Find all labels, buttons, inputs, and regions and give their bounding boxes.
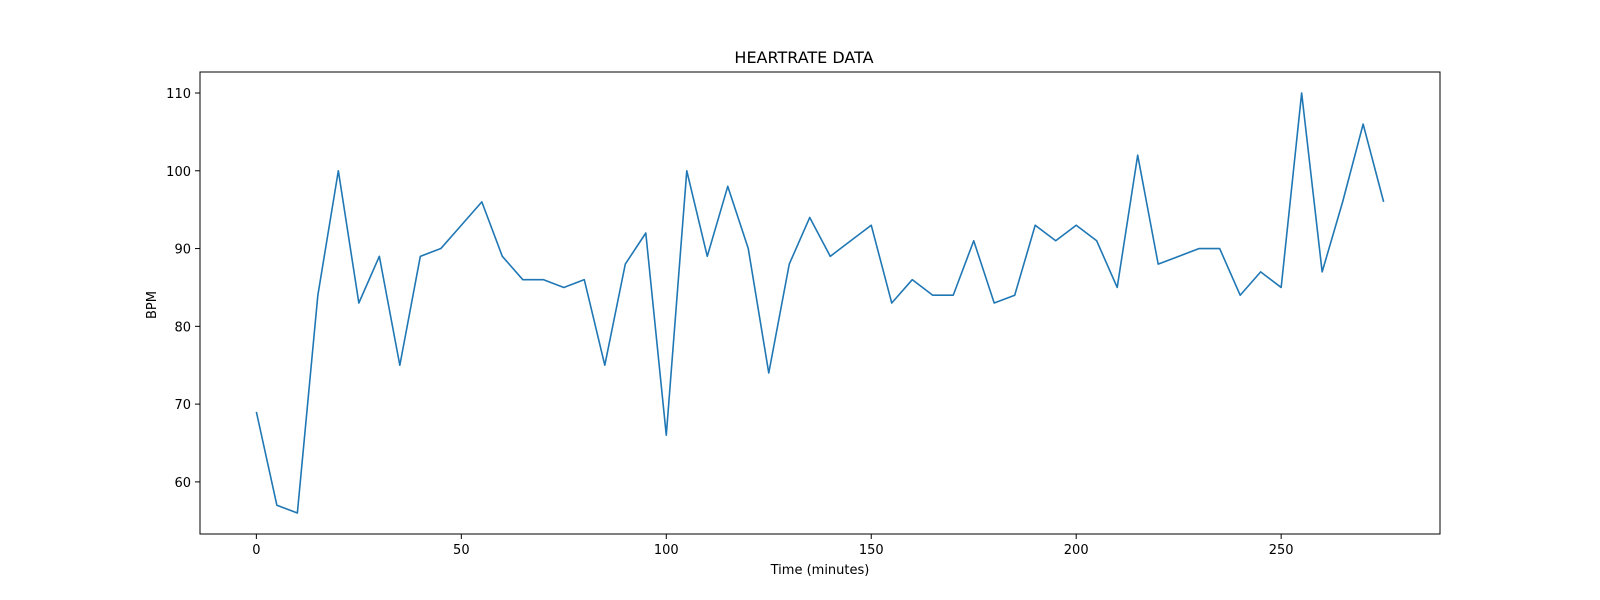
data-point xyxy=(1178,255,1180,257)
data-point xyxy=(891,302,893,304)
data-point xyxy=(1383,201,1385,203)
y-tick-label: 60 xyxy=(174,476,191,491)
y-axis: 60 70 80 90 100 110 xyxy=(166,87,200,491)
x-tick-label: 0 xyxy=(252,543,260,558)
data-point xyxy=(727,185,729,187)
data-point xyxy=(645,232,647,234)
data-point xyxy=(747,248,749,250)
data-point xyxy=(973,240,975,242)
data-point xyxy=(952,294,954,296)
data-point xyxy=(850,240,852,242)
data-point xyxy=(522,279,524,281)
y-tick-label: 100 xyxy=(166,165,191,180)
data-point xyxy=(1219,248,1221,250)
chart-title: HEARTRATE DATA xyxy=(734,48,873,67)
x-tick-label: 200 xyxy=(1064,543,1089,558)
y-axis-label: BPM xyxy=(145,291,160,319)
data-point xyxy=(768,372,770,374)
data-point xyxy=(399,364,401,366)
data-point xyxy=(665,434,667,436)
data-point xyxy=(1362,123,1364,125)
data-point xyxy=(378,255,380,257)
data-point xyxy=(932,294,934,296)
data-point xyxy=(624,263,626,265)
data-point xyxy=(1034,224,1036,226)
data-point xyxy=(317,294,319,296)
data-point xyxy=(829,255,831,257)
y-tick-label: 80 xyxy=(174,320,191,335)
data-point xyxy=(706,255,708,257)
data-point xyxy=(255,411,257,413)
x-axis: 0 50 100 150 200 250 xyxy=(252,534,1294,558)
data-point xyxy=(1096,240,1098,242)
data-point xyxy=(1137,154,1139,156)
data-point xyxy=(809,216,811,218)
data-point xyxy=(1260,271,1262,273)
data-point xyxy=(358,302,360,304)
data-point xyxy=(1239,294,1241,296)
data-point xyxy=(583,279,585,281)
data-point xyxy=(440,248,442,250)
x-tick-label: 50 xyxy=(453,543,470,558)
y-tick-label: 110 xyxy=(166,87,191,102)
data-point xyxy=(481,201,483,203)
x-tick-label: 150 xyxy=(859,543,884,558)
data-point xyxy=(1301,92,1303,94)
data-point xyxy=(911,279,913,281)
data-point xyxy=(542,279,544,281)
x-tick-label: 100 xyxy=(654,543,679,558)
data-point xyxy=(1157,263,1159,265)
data-point xyxy=(460,224,462,226)
data-point xyxy=(337,170,339,172)
x-axis-label: Time (minutes) xyxy=(770,563,870,578)
data-point xyxy=(870,224,872,226)
data-point xyxy=(296,512,298,514)
data-point xyxy=(1055,240,1057,242)
data-point xyxy=(276,504,278,506)
data-point xyxy=(1116,286,1118,288)
y-tick-label: 90 xyxy=(174,243,191,258)
data-point xyxy=(788,263,790,265)
series-line xyxy=(255,92,1385,514)
plot-area xyxy=(199,71,1441,535)
y-tick-label: 70 xyxy=(174,398,191,413)
data-point xyxy=(1280,286,1282,288)
data-point xyxy=(1075,224,1077,226)
data-point xyxy=(1014,294,1016,296)
data-point xyxy=(419,255,421,257)
data-point xyxy=(1321,271,1323,273)
data-point xyxy=(604,364,606,366)
data-point xyxy=(1198,248,1200,250)
data-point xyxy=(501,255,503,257)
x-tick-label: 250 xyxy=(1269,543,1294,558)
data-point xyxy=(686,170,688,172)
data-point xyxy=(563,286,565,288)
series-layer xyxy=(255,92,1385,514)
data-point xyxy=(1342,201,1344,203)
data-point xyxy=(993,302,995,304)
